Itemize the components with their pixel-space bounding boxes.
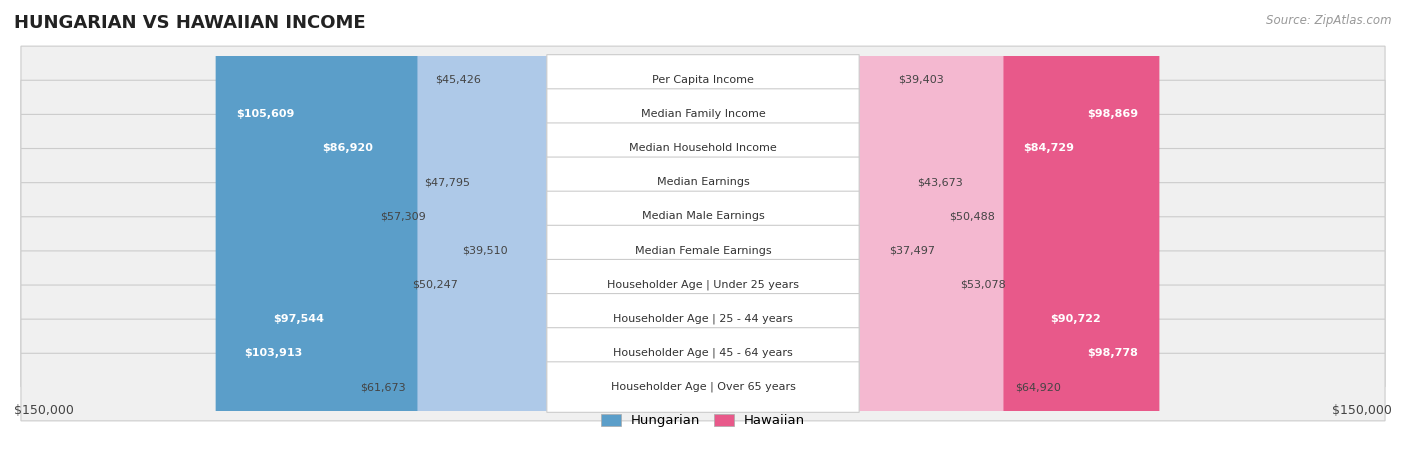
FancyBboxPatch shape [437,0,550,467]
FancyBboxPatch shape [547,294,859,344]
FancyBboxPatch shape [301,0,550,467]
FancyBboxPatch shape [481,0,550,467]
Text: $47,795: $47,795 [423,177,470,187]
Text: $39,510: $39,510 [463,246,508,255]
Text: Householder Age | Over 65 years: Householder Age | Over 65 years [610,382,796,392]
FancyBboxPatch shape [547,191,859,242]
Text: Householder Age | Under 25 years: Householder Age | Under 25 years [607,279,799,290]
FancyBboxPatch shape [21,353,1385,421]
FancyBboxPatch shape [215,0,550,467]
FancyBboxPatch shape [547,89,859,139]
Text: Per Capita Income: Per Capita Income [652,75,754,85]
Text: $150,000: $150,000 [1331,404,1392,417]
Text: Householder Age | 45 - 64 years: Householder Age | 45 - 64 years [613,348,793,358]
Text: Median Female Earnings: Median Female Earnings [634,246,772,255]
FancyBboxPatch shape [224,0,550,467]
FancyBboxPatch shape [856,0,1094,467]
Text: $39,403: $39,403 [898,75,943,85]
Text: $98,778: $98,778 [1087,348,1139,358]
FancyBboxPatch shape [856,0,877,467]
FancyBboxPatch shape [21,114,1385,182]
Text: Median Family Income: Median Family Income [641,109,765,119]
FancyBboxPatch shape [21,319,1385,387]
Text: $45,426: $45,426 [434,75,481,85]
Text: $50,247: $50,247 [412,280,458,290]
FancyBboxPatch shape [253,0,550,467]
Text: $98,869: $98,869 [1088,109,1139,119]
FancyBboxPatch shape [547,260,859,310]
FancyBboxPatch shape [856,0,905,467]
Text: $97,544: $97,544 [273,314,325,324]
Text: $37,497: $37,497 [889,246,935,255]
FancyBboxPatch shape [856,0,1122,467]
Legend: Hungarian, Hawaiian: Hungarian, Hawaiian [596,409,810,433]
FancyBboxPatch shape [856,0,938,467]
Text: $105,609: $105,609 [236,109,295,119]
FancyBboxPatch shape [21,149,1385,216]
Text: $103,913: $103,913 [245,348,302,358]
Text: $90,722: $90,722 [1050,314,1101,324]
FancyBboxPatch shape [21,285,1385,353]
Text: $64,920: $64,920 [1015,382,1062,392]
FancyBboxPatch shape [856,0,949,467]
Text: $150,000: $150,000 [14,404,75,417]
FancyBboxPatch shape [547,362,859,412]
Text: HUNGARIAN VS HAWAIIAN INCOME: HUNGARIAN VS HAWAIIAN INCOME [14,14,366,32]
FancyBboxPatch shape [547,123,859,173]
FancyBboxPatch shape [519,0,550,467]
FancyBboxPatch shape [21,183,1385,250]
FancyBboxPatch shape [547,157,859,207]
FancyBboxPatch shape [492,0,550,467]
Text: Householder Age | 25 - 44 years: Householder Age | 25 - 44 years [613,313,793,324]
Text: Median Earnings: Median Earnings [657,177,749,187]
FancyBboxPatch shape [547,55,859,105]
Text: Median Male Earnings: Median Male Earnings [641,212,765,221]
FancyBboxPatch shape [856,0,1004,467]
Text: $57,309: $57,309 [380,212,426,221]
FancyBboxPatch shape [470,0,550,467]
Text: $53,078: $53,078 [960,280,1007,290]
Text: $84,729: $84,729 [1022,143,1074,153]
FancyBboxPatch shape [21,251,1385,318]
FancyBboxPatch shape [547,328,859,378]
FancyBboxPatch shape [418,0,550,467]
Text: Median Household Income: Median Household Income [628,143,778,153]
FancyBboxPatch shape [21,217,1385,284]
Text: Source: ZipAtlas.com: Source: ZipAtlas.com [1267,14,1392,27]
FancyBboxPatch shape [856,0,1159,467]
FancyBboxPatch shape [21,46,1385,113]
Text: $86,920: $86,920 [322,143,373,153]
FancyBboxPatch shape [856,0,1160,467]
FancyBboxPatch shape [856,0,886,467]
Text: $61,673: $61,673 [360,382,406,392]
Text: $43,673: $43,673 [917,177,963,187]
FancyBboxPatch shape [547,225,859,276]
FancyBboxPatch shape [21,80,1385,148]
Text: $50,488: $50,488 [949,212,994,221]
